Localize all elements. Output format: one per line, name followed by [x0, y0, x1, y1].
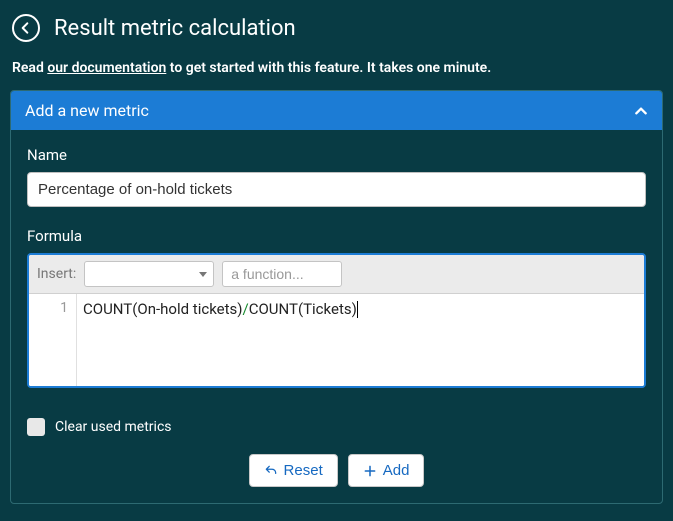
panel-title: Add a new metric — [25, 101, 149, 120]
formula-editor: Insert: 1 COUNT(On-hold tickets)/COUNT(T… — [27, 253, 646, 388]
clear-metrics-label: Clear used metrics — [55, 419, 172, 435]
page-title: Result metric calculation — [54, 16, 296, 41]
panel-header[interactable]: Add a new metric — [11, 91, 662, 130]
plus-icon — [363, 464, 377, 478]
metric-name-input[interactable] — [27, 172, 646, 207]
documentation-link[interactable]: our documentation — [47, 60, 166, 76]
page-header: Result metric calculation — [10, 10, 663, 54]
code-fn: COUNT — [83, 300, 132, 318]
reset-label: Reset — [284, 462, 323, 479]
panel-body: Name Formula Insert: 1 COUNT(On-hold tic… — [11, 130, 662, 503]
intro-prefix: Read — [12, 60, 47, 76]
add-label: Add — [383, 462, 410, 479]
line-gutter: 1 — [29, 294, 77, 386]
options-row: Clear used metrics — [27, 418, 646, 436]
code-arg: Tickets — [303, 300, 352, 318]
reset-button[interactable]: Reset — [249, 454, 338, 487]
metric-panel: Add a new metric Name Formula Insert: 1 … — [10, 90, 663, 504]
function-input[interactable] — [222, 261, 342, 287]
name-label: Name — [27, 146, 646, 164]
buttons-row: Reset Add — [27, 454, 646, 487]
text-cursor — [357, 301, 358, 318]
code-arg: On-hold tickets — [137, 300, 237, 318]
chevron-up-icon — [634, 104, 648, 118]
insert-toolbar: Insert: — [29, 255, 644, 294]
insert-label: Insert: — [37, 266, 76, 282]
clear-metrics-checkbox[interactable] — [27, 418, 45, 436]
insert-select[interactable] — [84, 261, 214, 287]
back-button[interactable] — [12, 14, 40, 42]
code-area[interactable]: COUNT(On-hold tickets)/COUNT(Tickets) — [77, 294, 644, 386]
intro-suffix: to get started with this feature. It tak… — [166, 60, 491, 76]
chevron-down-icon — [199, 272, 207, 277]
add-button[interactable]: Add — [348, 454, 425, 487]
code-editor[interactable]: 1 COUNT(On-hold tickets)/COUNT(Tickets) — [29, 294, 644, 386]
formula-label: Formula — [27, 227, 646, 245]
code-fn: COUNT — [249, 300, 298, 318]
intro-text: Read our documentation to get started wi… — [10, 54, 663, 90]
arrow-left-icon — [18, 20, 34, 36]
undo-icon — [264, 464, 278, 478]
line-number: 1 — [60, 300, 68, 316]
